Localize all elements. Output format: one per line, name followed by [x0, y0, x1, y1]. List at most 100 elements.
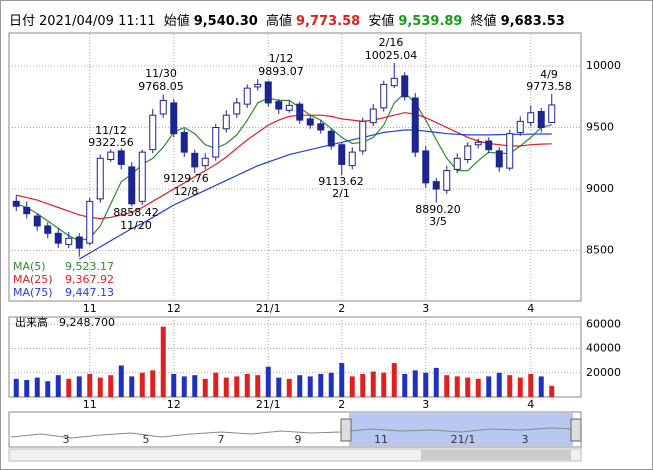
- candle-body: [306, 118, 314, 126]
- navigator-label: 5: [143, 433, 150, 446]
- candle-body: [432, 181, 440, 190]
- navigator-handle[interactable]: [570, 418, 582, 442]
- annotation-date: 1/12: [269, 52, 294, 65]
- volume-bar: [381, 372, 387, 397]
- candle-body: [369, 108, 377, 124]
- ma-line: [78, 129, 552, 260]
- volume-bar: [181, 376, 187, 397]
- candle-body: [464, 145, 472, 161]
- candle-body: [474, 141, 482, 146]
- annotation-value: 9768.05: [138, 80, 184, 93]
- volume-bar: [223, 377, 229, 397]
- candle-body: [23, 206, 31, 215]
- volume-bar: [349, 376, 355, 397]
- annotation-value: 9893.07: [258, 65, 304, 78]
- candle-body: [222, 114, 230, 130]
- volume-bar: [391, 363, 397, 397]
- annotation-date: 12/8: [174, 185, 199, 198]
- candle-body: [233, 102, 241, 115]
- y-tick-label: 40000: [586, 342, 621, 355]
- candle-body: [516, 120, 524, 133]
- legend-name: MA(75): [13, 286, 53, 299]
- candle-body: [495, 150, 503, 168]
- navigator-label: 3: [522, 433, 529, 446]
- candle-body: [149, 114, 157, 151]
- x-tick-label: 12: [167, 398, 181, 411]
- volume-bar: [108, 375, 114, 397]
- volume-bar: [454, 376, 460, 397]
- candle-body: [65, 237, 73, 245]
- y-tick-label: 20000: [586, 366, 621, 379]
- volume-bar: [549, 385, 555, 397]
- volume-bar: [55, 375, 61, 397]
- x-tick-label: 4: [527, 302, 534, 315]
- volume-bar: [24, 380, 30, 397]
- y-tick-label: 9000: [586, 182, 614, 195]
- annotation-date: 2/16: [379, 36, 404, 49]
- navigator-label: 21/1: [451, 433, 476, 446]
- header-label: 始値: [163, 14, 190, 29]
- volume-bar: [412, 370, 418, 397]
- y-tick-label: 8500: [586, 244, 614, 257]
- annotation-value: 9773.58: [526, 80, 572, 93]
- candle-body: [75, 236, 83, 249]
- annotation-value: 9322.56: [88, 136, 134, 149]
- volume-bar: [475, 378, 481, 397]
- header-value: 9,539.89: [398, 14, 463, 29]
- volume-panel: [8, 316, 582, 398]
- annotation-date: 11/20: [120, 219, 152, 232]
- candle-body: [264, 81, 272, 104]
- navigator-handle[interactable]: [340, 418, 352, 442]
- volume-bar: [234, 376, 240, 397]
- volume-bar: [171, 373, 177, 397]
- volume-bar: [265, 366, 271, 397]
- volume-bar: [286, 378, 292, 397]
- annotation-value: 9129.76: [163, 172, 209, 185]
- header-label: 安値: [368, 14, 395, 29]
- annotation-date: 2/1: [332, 187, 350, 200]
- volume-bar: [129, 376, 135, 397]
- candle-body: [54, 232, 62, 244]
- volume-bar: [276, 377, 282, 397]
- annotation-date: 11/12: [95, 124, 127, 137]
- header-value: 2021/04/09 11:11: [39, 14, 156, 29]
- navigator-line[interactable]: [10, 427, 574, 439]
- volume-bar: [297, 375, 303, 397]
- main-panel: [8, 32, 582, 302]
- candle-body: [327, 130, 335, 147]
- candle-body: [506, 133, 514, 169]
- navigator-label: 9: [295, 433, 302, 446]
- candle-body: [212, 127, 220, 158]
- candle-body: [128, 166, 136, 205]
- candle-body: [138, 151, 146, 202]
- candle-body: [285, 104, 293, 111]
- annotation-date: 3/5: [429, 215, 447, 228]
- header-label: 日付: [9, 14, 36, 29]
- volume-bar: [118, 365, 124, 397]
- x-tick-label: 3: [422, 302, 429, 315]
- candle-body: [443, 170, 451, 191]
- volume-bar: [496, 372, 502, 397]
- volume-bar: [507, 375, 513, 397]
- annotation-value: 10025.04: [365, 49, 418, 62]
- candle-body: [348, 151, 356, 167]
- candle-body: [380, 83, 388, 109]
- x-tick-label: 12: [167, 302, 181, 315]
- candle-body: [159, 99, 167, 115]
- volume-bar: [13, 378, 19, 397]
- volume-bar: [160, 326, 166, 397]
- x-tick-label: 3: [422, 398, 429, 411]
- legend-name: MA(5): [13, 260, 46, 273]
- scrollbar-thumb[interactable]: [421, 450, 571, 460]
- volume-bar: [517, 377, 523, 397]
- volume-bar: [76, 376, 82, 397]
- header: 日付 2021/04/09 11:11 始値 9,540.30 高値 9,773.58…: [9, 10, 569, 29]
- volume-bar: [538, 376, 544, 397]
- volume-bar: [444, 375, 450, 397]
- candle-body: [191, 152, 199, 168]
- candle-body: [33, 215, 41, 227]
- x-tick-label: 11: [83, 398, 97, 411]
- candle-body: [117, 150, 125, 165]
